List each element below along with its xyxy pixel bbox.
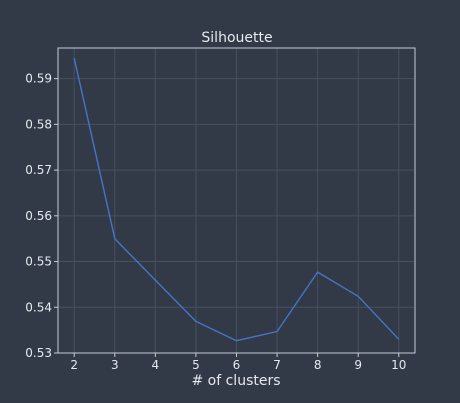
y-tick-label: 0.53: [25, 346, 52, 360]
y-tick-label: 0.57: [25, 163, 52, 177]
y-axis-ticks: 0.53 0.54 0.55 0.56 0.57 0.58 0.59: [25, 72, 58, 360]
x-tick-label: 7: [273, 358, 281, 372]
grid: [58, 48, 415, 354]
silhouette-series-line: [73, 57, 400, 342]
x-axis-label: # of clusters: [191, 373, 280, 389]
x-tick-label: 10: [391, 358, 406, 372]
x-tick-label: 6: [233, 358, 241, 372]
x-tick-label: 5: [192, 358, 200, 372]
x-axis-ticks: 2 3 4 5 6 7 8 9 10: [70, 353, 406, 372]
y-tick-label: 0.54: [25, 300, 52, 314]
y-tick-label: 0.58: [25, 117, 52, 131]
x-tick-label: 4: [152, 358, 160, 372]
x-tick-label: 9: [354, 358, 362, 372]
chart-title: Silhouette: [201, 30, 272, 46]
y-tick-label: 0.55: [25, 255, 52, 269]
series-layer: [73, 57, 400, 342]
y-tick-label: 0.56: [25, 209, 52, 223]
y-tick-label: 0.59: [25, 72, 52, 86]
x-tick-label: 2: [70, 358, 78, 372]
x-tick-label: 8: [314, 358, 322, 372]
x-tick-label: 3: [111, 358, 119, 372]
